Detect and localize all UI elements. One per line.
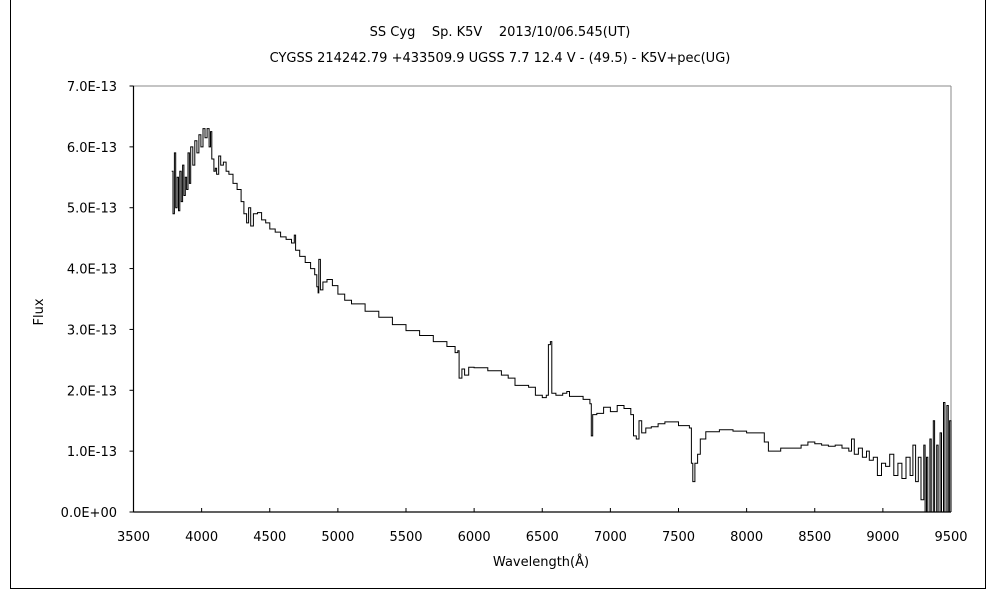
- x-tick-label: 6500: [526, 530, 559, 545]
- spectrum-line: [171, 128, 952, 513]
- y-tick-label: 2.0E-13: [67, 384, 117, 399]
- x-tick-label: 7500: [662, 530, 695, 545]
- x-tick-label: 5000: [321, 530, 354, 545]
- y-tick-label: 3.0E-13: [67, 323, 117, 338]
- x-tick-label: 4500: [253, 530, 286, 545]
- y-tick-label: 4.0E-13: [67, 263, 117, 278]
- y-axis-label: Flux: [32, 298, 47, 325]
- x-tick-label: 5500: [389, 530, 422, 545]
- chart-subtitle: CYGSS 214242.79 +433509.9 UGSS 7.7 12.4 …: [269, 51, 731, 66]
- x-tick-label: 3500: [117, 530, 150, 545]
- chart-title: SS Cyg Sp. K5V 2013/10/06.545(UT): [369, 25, 631, 40]
- y-tick-label: 1.0E-13: [67, 445, 117, 460]
- x-tick-label: 8000: [730, 530, 763, 545]
- x-tick-label: 8500: [798, 530, 831, 545]
- y-tick-label: 5.0E-13: [67, 202, 117, 217]
- x-axis-label: Wavelength(Å): [493, 554, 589, 570]
- axes: 3500 4000 4500 5000 5500 6000 6500 7000 7500 8000…: [61, 80, 968, 545]
- y-tick-label: 0.0E+00: [61, 506, 117, 521]
- y-tick-label: 6.0E-13: [67, 141, 117, 156]
- x-tick-label: 6000: [458, 530, 491, 545]
- chart-frame: [10, 0, 986, 589]
- y-tick-label: 7.0E-13: [67, 80, 117, 95]
- x-tick-label: 9000: [866, 530, 899, 545]
- x-tick-label: 4000: [185, 530, 218, 545]
- x-tick-label: 7000: [594, 530, 627, 545]
- x-tick-label: 9500: [934, 530, 967, 545]
